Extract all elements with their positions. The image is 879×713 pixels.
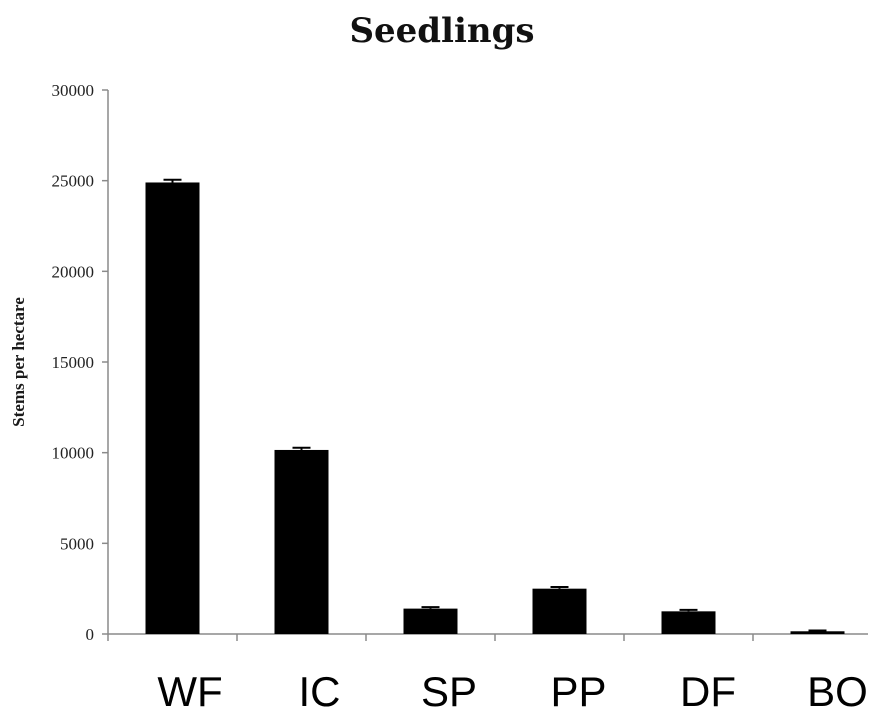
x-tick-label: IC	[299, 668, 341, 713]
axes	[102, 89, 868, 641]
y-tick-label: 0	[86, 625, 95, 644]
error-bars	[163, 178, 827, 632]
bar-df	[661, 611, 716, 634]
y-tick-label: 20000	[52, 262, 95, 281]
bar-bo	[790, 631, 845, 634]
x-tick-label: SP	[421, 668, 477, 713]
x-tick-labels: WF IC SP PP DF BO	[157, 668, 867, 713]
y-tick-label: 15000	[52, 353, 95, 372]
y-axis-label: Stems per hectare	[9, 297, 28, 427]
y-tick-labels: 0 5000 10000 15000 20000 25000 30000	[52, 81, 95, 644]
y-tick-label: 5000	[60, 534, 94, 553]
bar-wf	[145, 182, 200, 635]
y-tick-label: 30000	[52, 81, 95, 100]
bar-pp	[532, 588, 587, 634]
chart-title: Seedlings	[349, 11, 534, 51]
x-tick-label: DF	[680, 668, 736, 713]
x-tick-label: BO	[807, 668, 868, 713]
y-tick-label: 10000	[52, 444, 95, 463]
bar-sp	[403, 608, 458, 634]
bar-ic	[274, 449, 329, 634]
y-tick-label: 25000	[52, 172, 95, 191]
x-tick-label: WF	[157, 668, 222, 713]
x-tick-label: PP	[550, 668, 606, 713]
bars	[145, 182, 845, 635]
